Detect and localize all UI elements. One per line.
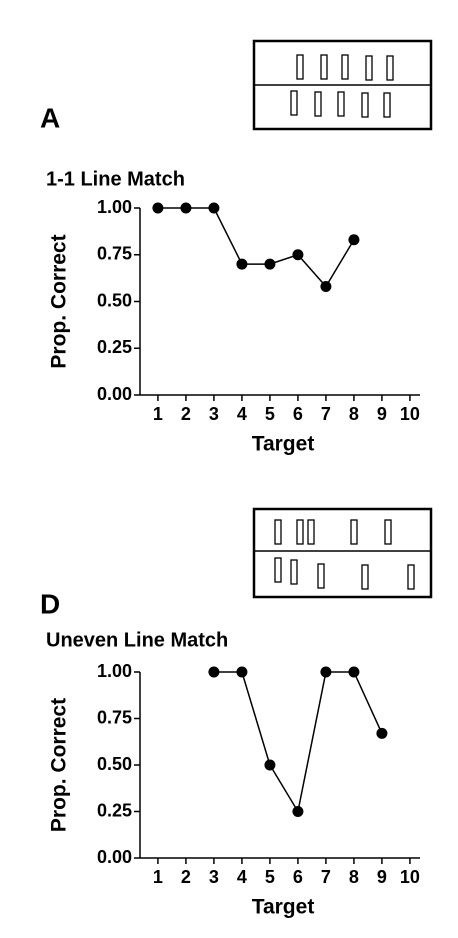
- x-axis-label: Target: [252, 896, 315, 919]
- x-tick-label: 2: [181, 404, 191, 424]
- point: [208, 202, 220, 214]
- y-tick-label: 0.50: [97, 754, 132, 774]
- point: [236, 666, 248, 678]
- x-axis-label: Target: [252, 433, 315, 456]
- line: [157, 207, 355, 288]
- x-tick-label: 5: [265, 404, 275, 424]
- y-axis-label: Prop. Correct: [48, 234, 71, 368]
- point: [208, 666, 220, 678]
- x-tick-label: 10: [400, 867, 420, 887]
- x-tick-label: 10: [400, 404, 420, 424]
- point: [348, 234, 360, 246]
- y-tick-label: 0.50: [97, 290, 132, 310]
- panel-label: D: [40, 588, 60, 619]
- point: [292, 249, 304, 261]
- x-tick-label: 9: [377, 404, 387, 424]
- point: [376, 727, 388, 739]
- point: [180, 202, 192, 214]
- x-tick-label: 1: [153, 404, 163, 424]
- x-tick-label: 5: [265, 867, 275, 887]
- point: [292, 806, 304, 817]
- x-tick-label: 3: [209, 867, 219, 887]
- x-tick-label: 8: [349, 867, 359, 887]
- line: [213, 671, 383, 814]
- x-tick-label: 7: [321, 404, 331, 424]
- point: [264, 759, 276, 771]
- chart-title: Uneven Line Match: [46, 629, 228, 651]
- point: [152, 202, 164, 214]
- x-tick-label: 2: [181, 867, 191, 887]
- chart-title: 1-1 Line Match: [46, 168, 185, 190]
- y-tick-label: 0.75: [97, 707, 132, 727]
- x-tick-label: 1: [153, 867, 163, 887]
- x-tick-label: 6: [293, 867, 303, 887]
- point: [320, 281, 332, 293]
- x-tick-label: 9: [377, 867, 387, 887]
- point: [348, 666, 360, 678]
- panel-label: A: [40, 102, 60, 133]
- y-tick-label: 0.00: [97, 847, 132, 867]
- inset-a: [252, 39, 433, 131]
- x-tick-label: 3: [209, 404, 219, 424]
- point: [320, 666, 332, 678]
- inset-d: [252, 507, 433, 599]
- y-tick-label: 0.25: [97, 800, 132, 820]
- point: [236, 258, 248, 270]
- x-tick-label: 7: [321, 867, 331, 887]
- y-tick-label: 1.00: [97, 197, 132, 217]
- y-tick-label: 0.25: [97, 337, 132, 357]
- y-tick-label: 1.00: [97, 661, 132, 681]
- x-tick-label: 4: [237, 867, 247, 887]
- y-tick-label: 0.00: [97, 384, 132, 404]
- x-tick-label: 8: [349, 404, 359, 424]
- point: [264, 258, 276, 270]
- x-tick-label: 6: [293, 404, 303, 424]
- x-tick-label: 4: [237, 404, 247, 424]
- y-tick-label: 0.75: [97, 244, 132, 264]
- y-axis-label: Prop. Correct: [48, 698, 71, 832]
